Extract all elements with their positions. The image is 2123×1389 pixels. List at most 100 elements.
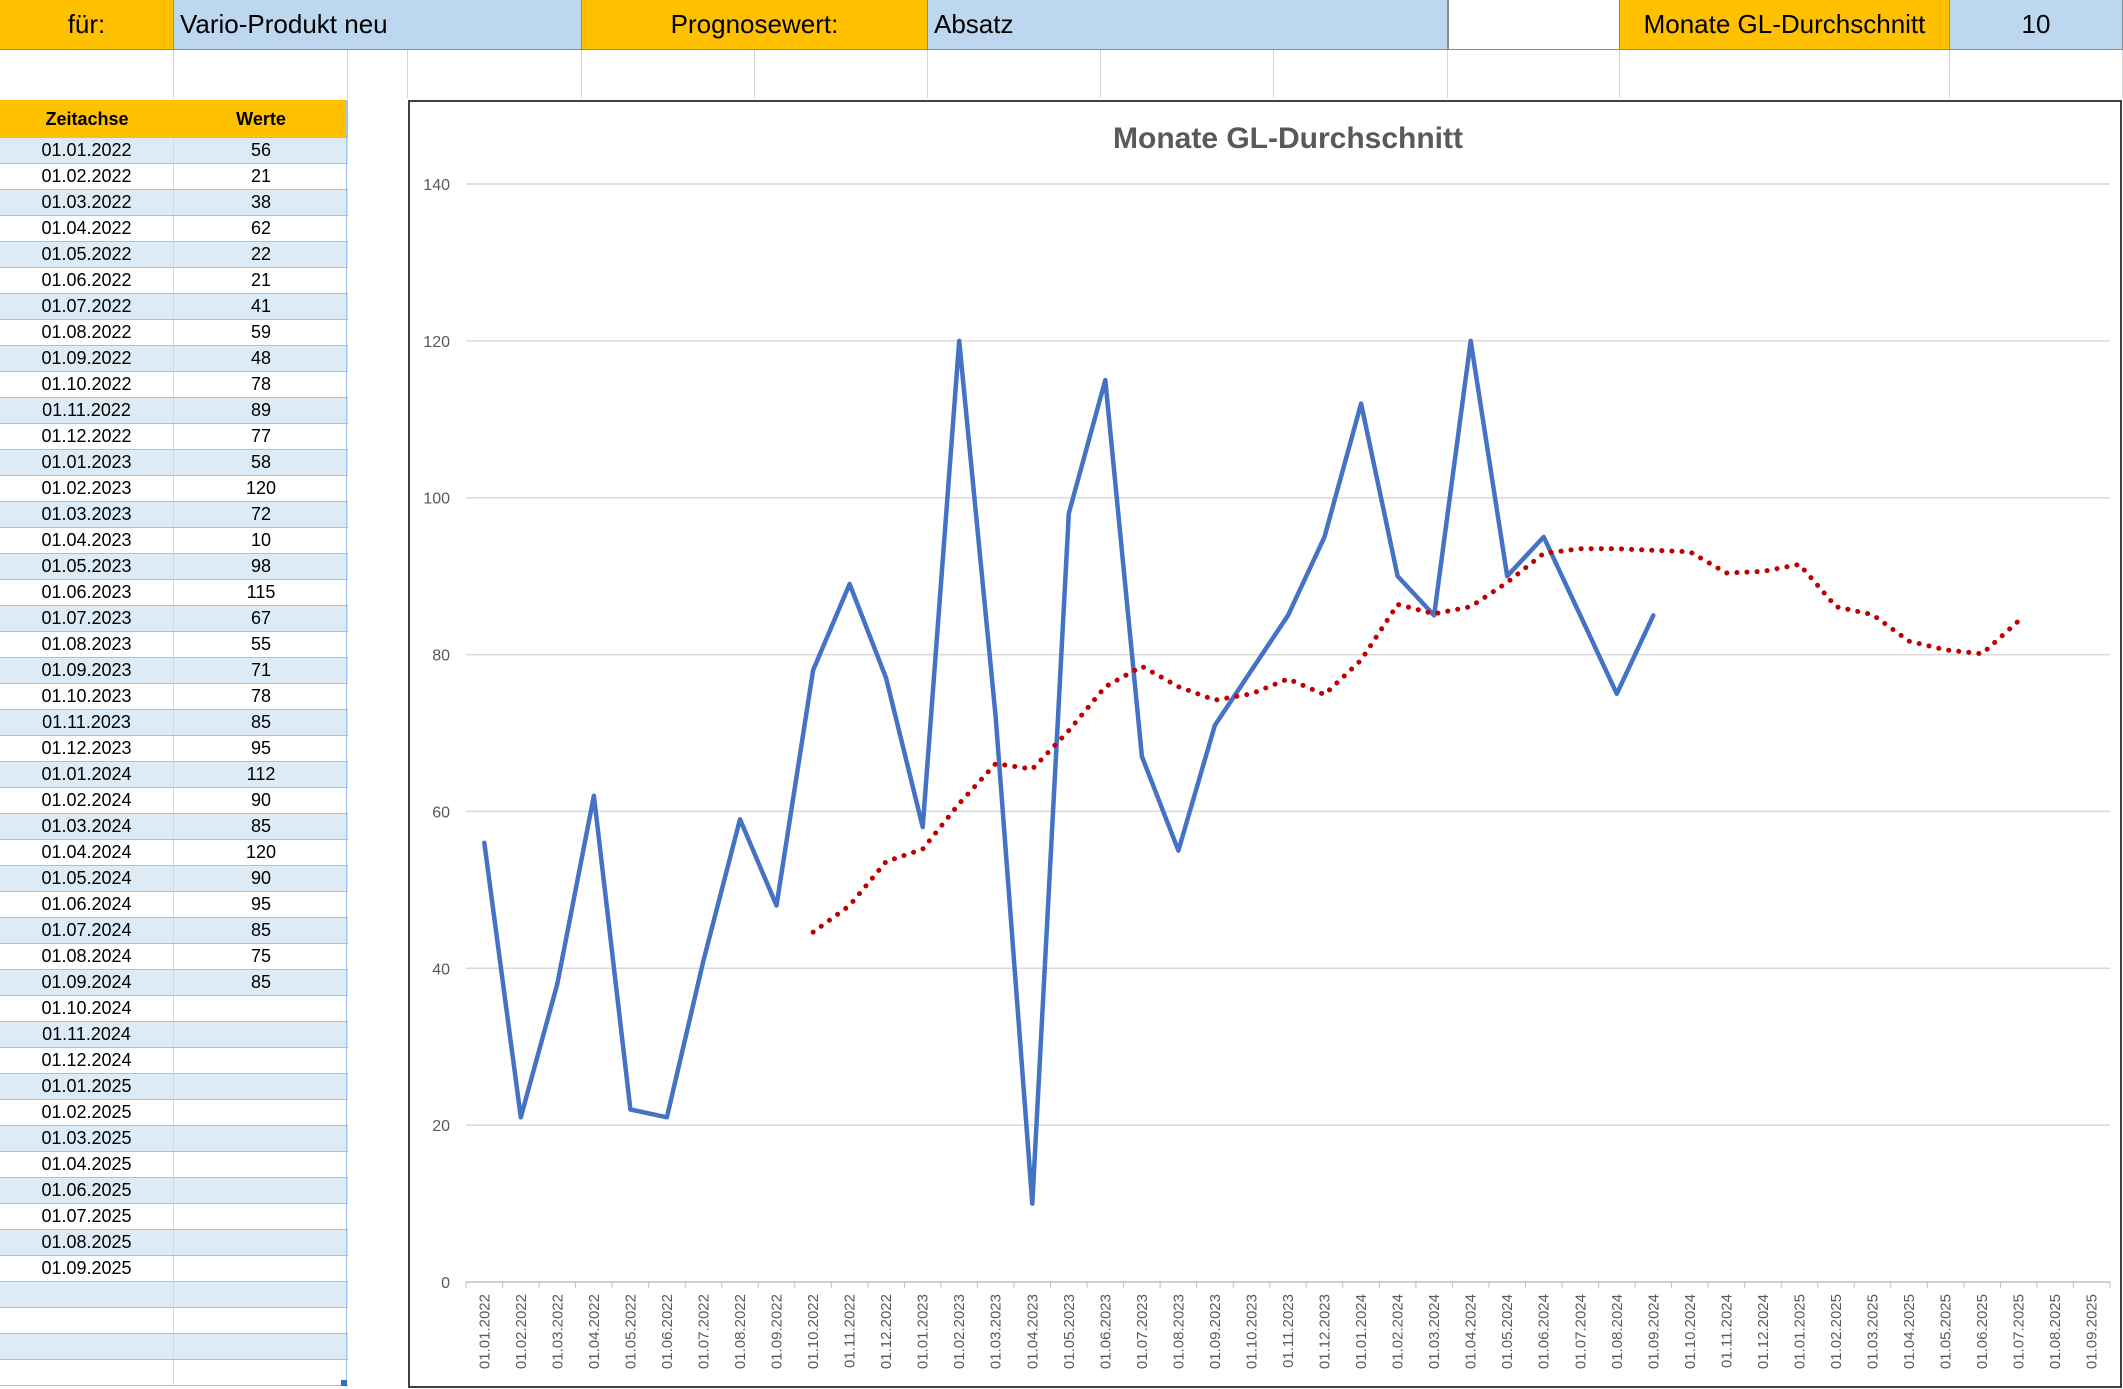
cell-value[interactable]: 115 [246, 582, 276, 602]
cell-value[interactable] [174, 1334, 348, 1359]
header-werte[interactable]: Werte [236, 108, 286, 129]
cell-value[interactable]: 71 [250, 660, 272, 680]
cell-date[interactable]: 01.05.2022 [0, 242, 174, 267]
cell-date[interactable]: 01.08.2023 [0, 632, 174, 657]
cell-value[interactable]: 41 [250, 296, 272, 316]
chart-area[interactable]: Monate GL-Durchschnitt 0 20 40 60 80 100 120 140… [408, 100, 2122, 1388]
cell-value[interactable] [174, 1178, 348, 1203]
cell-date[interactable]: 01.12.2022 [0, 424, 174, 449]
cell-date[interactable]: 01.09.2023 [0, 658, 174, 683]
cell-date[interactable]: 01.08.2022 [0, 320, 174, 345]
cell-value[interactable]: 58 [250, 452, 272, 472]
cell-value[interactable]: 85 [250, 972, 272, 992]
cell-date[interactable]: 01.10.2022 [0, 372, 174, 397]
cell-date[interactable]: 01.02.2025 [0, 1100, 174, 1125]
grid-cell[interactable] [348, 50, 408, 98]
cell-value[interactable]: 38 [250, 192, 272, 212]
cell-value[interactable]: 95 [250, 738, 272, 758]
cell-value[interactable]: 77 [250, 426, 272, 446]
cell-date[interactable]: 01.12.2024 [0, 1048, 174, 1073]
cell-date[interactable]: 01.07.2022 [0, 294, 174, 319]
header-zeitachse[interactable]: Zeitachse [45, 108, 129, 129]
cell-date[interactable]: 01.07.2025 [0, 1204, 174, 1229]
cell-value[interactable] [174, 1360, 348, 1385]
cell-value[interactable] [174, 1204, 348, 1229]
cell-date[interactable]: 01.01.2024 [0, 762, 174, 787]
cell-value[interactable] [174, 1308, 348, 1333]
cell-value[interactable]: 89 [250, 400, 272, 420]
cell-date[interactable]: 01.02.2022 [0, 164, 174, 189]
cell-date[interactable]: 01.11.2022 [0, 398, 174, 423]
grid-cell[interactable] [174, 50, 348, 98]
cell-value[interactable] [174, 996, 348, 1021]
cell-date[interactable]: 01.02.2024 [0, 788, 174, 813]
cell-value[interactable]: 90 [250, 790, 272, 810]
cell-value[interactable]: 120 [245, 478, 277, 498]
cell-value[interactable] [174, 1022, 348, 1047]
cell-value[interactable]: 72 [250, 504, 272, 524]
cell-value[interactable]: 59 [250, 322, 272, 342]
cell-date[interactable]: 01.10.2023 [0, 684, 174, 709]
cell-date[interactable]: 01.03.2022 [0, 190, 174, 215]
cell-value[interactable]: 112 [246, 764, 276, 784]
cell-value[interactable]: 22 [250, 244, 272, 264]
grid-cell[interactable] [1950, 50, 2123, 98]
cell-date[interactable]: 01.01.2023 [0, 450, 174, 475]
grid-cell[interactable] [0, 50, 174, 98]
cell-date[interactable]: 01.06.2022 [0, 268, 174, 293]
cell-date[interactable]: 01.04.2022 [0, 216, 174, 241]
cell-date[interactable]: 01.08.2024 [0, 944, 174, 969]
cell-date[interactable]: 01.03.2023 [0, 502, 174, 527]
cell-date[interactable]: 01.10.2024 [0, 996, 174, 1021]
cell-date[interactable]: 01.03.2024 [0, 814, 174, 839]
fill-handle[interactable] [341, 1380, 347, 1386]
cell-date[interactable]: 01.06.2025 [0, 1178, 174, 1203]
cell-value[interactable]: 78 [250, 374, 272, 394]
cell-date[interactable]: 01.06.2024 [0, 892, 174, 917]
grid-cell[interactable] [582, 50, 755, 98]
cell-date[interactable]: 01.06.2023 [0, 580, 174, 605]
cell-date[interactable]: 01.05.2023 [0, 554, 174, 579]
cell-date[interactable]: 01.08.2025 [0, 1230, 174, 1255]
cell-date[interactable]: 01.01.2022 [0, 138, 174, 163]
grid-cell[interactable] [755, 50, 928, 98]
cell-value[interactable]: 85 [250, 920, 272, 940]
cell-value[interactable]: 120 [245, 842, 277, 862]
grid-cell[interactable] [1620, 50, 1950, 98]
cell-date[interactable]: 01.11.2023 [0, 710, 174, 735]
cell-value[interactable]: 75 [250, 946, 272, 966]
cell-value[interactable] [174, 1126, 348, 1151]
cell-value[interactable]: 98 [250, 556, 272, 576]
grid-cell[interactable] [1101, 50, 1274, 98]
grid-cell[interactable] [928, 50, 1101, 98]
cell-date[interactable]: 01.11.2024 [0, 1022, 174, 1047]
cell-value[interactable] [174, 1074, 348, 1099]
grid-cell[interactable] [1274, 50, 1448, 98]
prognose-cell[interactable]: Absatz [928, 0, 1448, 50]
cell-date[interactable]: 01.05.2024 [0, 866, 174, 891]
cell-value[interactable]: 21 [250, 270, 272, 290]
cell-date[interactable] [0, 1360, 174, 1385]
months-cell[interactable]: 10 [1950, 0, 2123, 50]
cell-date[interactable]: 01.01.2025 [0, 1074, 174, 1099]
product-cell[interactable]: Vario-Produkt neu [174, 0, 582, 50]
cell-date[interactable]: 01.07.2023 [0, 606, 174, 631]
cell-value[interactable]: 10 [250, 530, 272, 550]
cell-date[interactable]: 01.09.2024 [0, 970, 174, 995]
cell-value[interactable]: 55 [250, 634, 272, 654]
cell-date[interactable]: 01.02.2023 [0, 476, 174, 501]
cell-value[interactable] [174, 1152, 348, 1177]
empty-header-cell[interactable] [1448, 0, 1620, 50]
cell-date[interactable] [0, 1308, 174, 1333]
cell-value[interactable]: 56 [250, 140, 272, 160]
cell-value[interactable] [174, 1256, 348, 1281]
cell-date[interactable]: 01.09.2025 [0, 1256, 174, 1281]
cell-value[interactable]: 21 [250, 166, 272, 186]
cell-value[interactable]: 90 [250, 868, 272, 888]
cell-value[interactable]: 48 [250, 348, 272, 368]
cell-value[interactable] [174, 1048, 348, 1073]
cell-value[interactable]: 67 [250, 608, 272, 628]
cell-value[interactable]: 78 [250, 686, 272, 706]
cell-value[interactable] [174, 1100, 348, 1125]
cell-date[interactable]: 01.09.2022 [0, 346, 174, 371]
